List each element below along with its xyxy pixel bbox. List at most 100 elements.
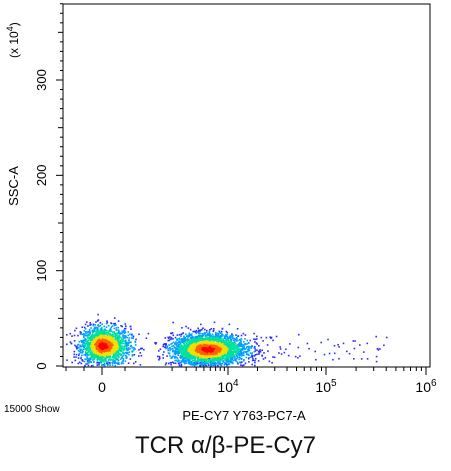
event-dot (210, 357, 212, 360)
event-dot (258, 352, 261, 354)
event-dot (113, 342, 115, 345)
event-dot (105, 326, 108, 328)
event-dot (236, 338, 238, 340)
event-dot (101, 332, 104, 334)
event-dot (244, 343, 246, 345)
event-dot (115, 347, 117, 349)
event-dot (191, 333, 193, 335)
event-dot (213, 328, 215, 330)
event-dot (91, 335, 93, 338)
event-dot (236, 351, 239, 353)
event-dot (239, 354, 241, 356)
event-dot (82, 340, 85, 343)
event-dot (163, 351, 165, 353)
event-dot (94, 342, 97, 345)
event-dot (279, 348, 282, 350)
event-dot (200, 359, 202, 361)
event-dot (253, 347, 256, 349)
event-dot (227, 340, 229, 342)
event-dot (225, 340, 228, 342)
event-dot (99, 341, 102, 343)
event-dot (220, 347, 222, 350)
event-dot (95, 332, 98, 334)
event-dot (214, 338, 217, 341)
event-dot (226, 331, 229, 334)
event-dot (240, 341, 242, 343)
event-dot (193, 347, 196, 349)
event-dot (220, 351, 222, 354)
event-dot (250, 347, 253, 349)
event-dot (124, 323, 127, 325)
event-dot (138, 355, 140, 357)
event-dot (112, 359, 114, 361)
event-dot (121, 357, 124, 359)
event-dot (101, 340, 104, 342)
event-dot (80, 362, 83, 365)
event-dot (115, 327, 118, 329)
event-dot (195, 332, 197, 335)
event-dot (129, 341, 131, 343)
event-dot (242, 351, 245, 353)
event-dot (353, 358, 355, 360)
event-dot (247, 349, 249, 351)
event-dot (189, 355, 192, 357)
event-dot (204, 351, 206, 354)
event-dot (96, 340, 98, 343)
event-dot (179, 342, 182, 344)
event-dot (188, 363, 191, 365)
event-dot (91, 336, 93, 339)
event-dot (108, 345, 111, 348)
event-dot (200, 329, 202, 331)
event-dot (108, 355, 110, 358)
event-dot (287, 354, 290, 357)
event-dot (234, 341, 236, 343)
event-dot (212, 343, 215, 345)
event-dot (232, 348, 234, 350)
event-dot (240, 338, 243, 340)
event-dot (223, 364, 226, 366)
event-dot (112, 335, 114, 338)
event-dot (297, 346, 300, 349)
event-dot (192, 359, 194, 362)
event-dot (201, 359, 203, 361)
event-dot (233, 339, 235, 341)
event-dot (175, 341, 177, 343)
event-dot (227, 357, 229, 360)
event-dot (97, 343, 99, 346)
event-dot (93, 328, 95, 330)
event-dot (190, 346, 192, 349)
event-dot (83, 354, 86, 356)
event-dot (87, 351, 90, 353)
event-dot (185, 346, 188, 349)
event-dot (114, 355, 117, 357)
event-dot (226, 364, 228, 367)
event-dot (192, 353, 195, 356)
event-dot (120, 362, 123, 365)
event-dot (197, 359, 200, 361)
event-dot (185, 347, 187, 350)
event-dot (162, 345, 164, 348)
event-dot (109, 364, 111, 366)
event-dot (75, 345, 77, 348)
event-dot (196, 345, 199, 348)
event-dot (112, 344, 114, 347)
event-dot (109, 359, 112, 361)
event-dot (98, 339, 101, 342)
event-dot (70, 342, 73, 345)
event-dot (94, 355, 97, 358)
event-dot (99, 353, 102, 355)
event-dot (123, 352, 125, 354)
event-dot (217, 352, 220, 354)
event-dot (327, 338, 329, 341)
event-dot (102, 360, 104, 362)
event-dot (195, 329, 198, 332)
event-dot (194, 362, 196, 365)
event-dot (87, 348, 89, 350)
event-dot (90, 339, 92, 342)
event-dot (255, 342, 258, 344)
event-dot (215, 342, 218, 345)
event-dot (170, 363, 172, 366)
event-dot (110, 338, 112, 341)
event-dot (110, 353, 113, 355)
event-dot (88, 334, 91, 337)
